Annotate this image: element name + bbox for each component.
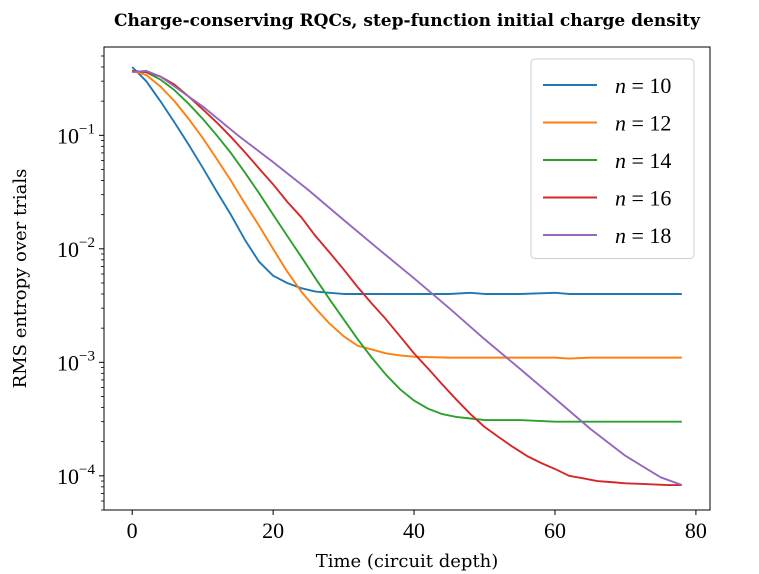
legend-label: n = 12 [615,111,671,136]
y-tick-label: 10−3 [57,348,95,375]
y-tick-label: 10−1 [57,121,95,148]
series-line-14 [132,69,682,423]
y-tick-label: 10−4 [57,462,95,489]
y-tick-label: 10−2 [57,235,95,262]
plot-frame [103,46,711,511]
series-line-10 [131,66,682,295]
x-tick-label: 40 [403,518,425,543]
x-tick-label: 60 [544,518,566,543]
x-tick-label: 0 [127,518,138,543]
legend-label: n = 10 [615,73,671,98]
legend-label: n = 16 [615,186,671,211]
x-tick-label: 80 [685,518,707,543]
legend-box [530,58,695,259]
x-axis-label: Time (circuit depth) [316,551,499,572]
chart-title: Charge-conserving RQCs, step-function in… [114,11,701,31]
series-line-16 [132,69,682,486]
y-axis: 10−4 10−3 10−2 10−1 [57,55,104,511]
plot-area [131,66,683,486]
series-line-18 [132,69,683,486]
legend-label: n = 18 [615,223,671,248]
series-line-12 [131,69,682,360]
x-axis: 0 20 40 60 80 [127,510,707,543]
y-axis-label: RMS entropy over trials [10,169,31,389]
legend-label: n = 14 [615,148,671,173]
x-tick-label: 20 [262,518,284,543]
legend: n = 10 n = 12 n = 14 n = 16 n = 18 [530,58,695,259]
